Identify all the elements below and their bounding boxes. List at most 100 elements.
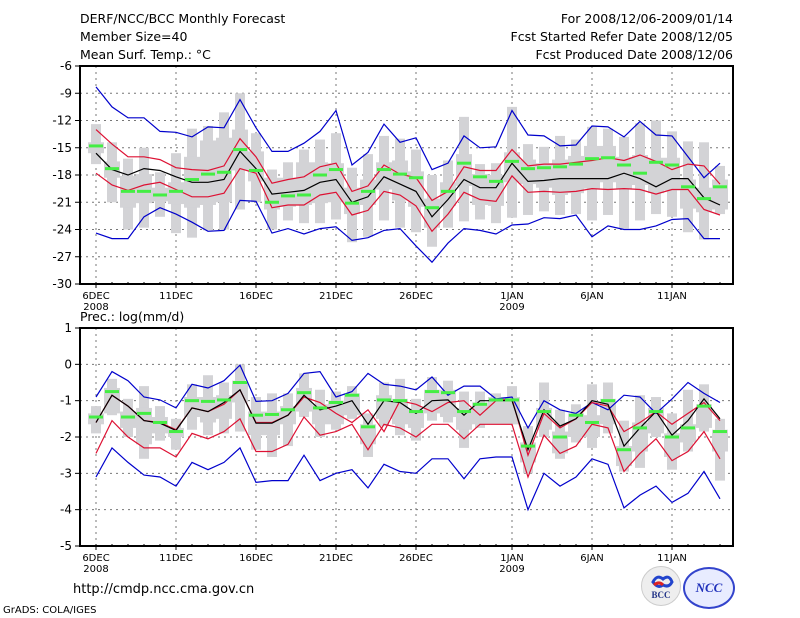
- source-url[interactable]: http://cmdp.ncc.cma.gov.cn: [73, 582, 255, 597]
- temp-box: [88, 142, 104, 154]
- prec-line-mean: [95, 388, 721, 452]
- temp-median-marker: [281, 194, 295, 198]
- temp-box: [456, 154, 472, 186]
- temp-median-marker: [633, 171, 647, 175]
- temp-xtick-label: 26DEC: [399, 291, 433, 302]
- prec-box: [632, 422, 648, 452]
- prec-box: [712, 429, 728, 452]
- temp-box: [504, 152, 520, 183]
- temp-median-marker: [137, 189, 151, 193]
- prec-box: [424, 389, 440, 414]
- prec-ytick-label: -1: [60, 394, 72, 408]
- temp-xtick-label: 11JAN: [657, 291, 687, 302]
- prec-xtick-label: 11JAN: [657, 553, 687, 564]
- temp-median-marker: [105, 167, 119, 171]
- prec-median-marker: [633, 426, 647, 430]
- ncc-logo-label: NCC: [695, 580, 723, 595]
- temp-median-marker: [457, 161, 471, 165]
- prec-line-minus-stdev: [95, 415, 721, 479]
- prec-box: [456, 407, 472, 430]
- prec-median-marker: [569, 413, 583, 417]
- prec-median-marker: [89, 415, 103, 419]
- temp-box: [584, 145, 600, 189]
- prec-median-marker: [185, 399, 199, 403]
- temp-median-marker: [345, 201, 359, 205]
- temp-median-marker: [569, 162, 583, 166]
- prec-median-marker: [105, 390, 119, 394]
- prec-median-marker: [537, 410, 551, 414]
- prec-median-marker: [377, 398, 391, 402]
- temp-median-marker: [313, 173, 327, 177]
- temp-median-marker: [217, 170, 231, 174]
- prec-box: [472, 402, 488, 425]
- temp-xtick-label: 1JAN: [500, 291, 523, 302]
- temp-box: [392, 160, 408, 201]
- prec-ytick-label: -5: [60, 539, 72, 553]
- temp-box: [168, 182, 184, 205]
- prec-median-marker: [265, 412, 279, 416]
- prec-median-marker: [297, 391, 311, 395]
- ncc-logo: NCC: [683, 567, 735, 609]
- prec-box: [568, 413, 584, 437]
- temp-median-marker: [265, 200, 279, 204]
- prec-box: [344, 393, 360, 416]
- prec-xtick-label: 11DEC: [159, 553, 193, 564]
- temp-xtick-label: 11DEC: [159, 291, 193, 302]
- prec-median-marker: [281, 408, 295, 412]
- temp-median-marker: [713, 185, 727, 189]
- prec-median-marker: [665, 435, 679, 439]
- prec-ytick-label: 0: [64, 357, 72, 371]
- prec-box: [120, 411, 136, 428]
- temp-ytick-label: -18: [52, 168, 72, 182]
- prec-median-marker: [617, 448, 631, 452]
- bcc-logo-icon: [651, 575, 674, 588]
- temp-ytick-label: -9: [60, 86, 72, 100]
- prec-median-marker: [553, 435, 567, 439]
- prec-median-marker: [489, 398, 503, 402]
- temp-box: [552, 159, 568, 195]
- prec-xtick-label: 21DEC: [319, 553, 353, 564]
- prec-median-marker: [233, 381, 247, 384]
- prec-year-label: 2009: [499, 564, 524, 575]
- temp-ytick-label: -12: [52, 114, 72, 128]
- temp-year-label: 2008: [83, 302, 108, 313]
- prec-xtick-label: 6JAN: [580, 553, 603, 564]
- prec-ytick-label: -4: [60, 503, 72, 517]
- prec-median-marker: [329, 400, 343, 404]
- prec-box: [440, 389, 456, 418]
- bcc-logo: BCC: [641, 566, 681, 606]
- temp-median-marker: [473, 175, 487, 179]
- chart-title: DERF/NCC/BCC Monthly Forecast: [80, 11, 286, 26]
- forecast-period: For 2008/12/06-2009/01/14: [560, 11, 733, 26]
- prec-median-marker: [153, 420, 167, 424]
- temp-ytick-label: -24: [52, 223, 72, 237]
- prec-median-marker: [713, 430, 727, 434]
- prec-ytick-label: -2: [60, 430, 72, 444]
- temp-median-marker: [489, 179, 503, 183]
- prec-box: [584, 415, 600, 437]
- prec-median-marker: [409, 410, 423, 414]
- temp-line-mean: [95, 150, 721, 218]
- member-size: Member Size=40: [80, 29, 188, 44]
- prec-median-marker: [137, 411, 151, 415]
- temp-box: [440, 182, 456, 206]
- prec-median-marker: [473, 402, 487, 406]
- temp-median-marker: [425, 206, 439, 210]
- temp-median-marker: [169, 189, 183, 193]
- prec-median-marker: [521, 444, 535, 448]
- temp-year-label: 2009: [499, 302, 524, 313]
- temp-median-marker: [617, 163, 631, 167]
- temp-median-marker: [505, 159, 519, 163]
- forecast-produced-date: Fcst Produced Date 2008/12/06: [535, 47, 733, 62]
- temp-median-marker: [665, 163, 679, 167]
- prec-box: [200, 397, 216, 423]
- prec-median-marker: [585, 420, 599, 424]
- prec-median-marker: [361, 425, 375, 429]
- temp-median-marker: [249, 168, 263, 172]
- temp-box: [536, 163, 552, 188]
- temp-line-minus-stdev: [95, 167, 721, 233]
- temp-median-marker: [441, 189, 455, 193]
- prec-box: [360, 424, 376, 445]
- temp-box: [424, 198, 440, 228]
